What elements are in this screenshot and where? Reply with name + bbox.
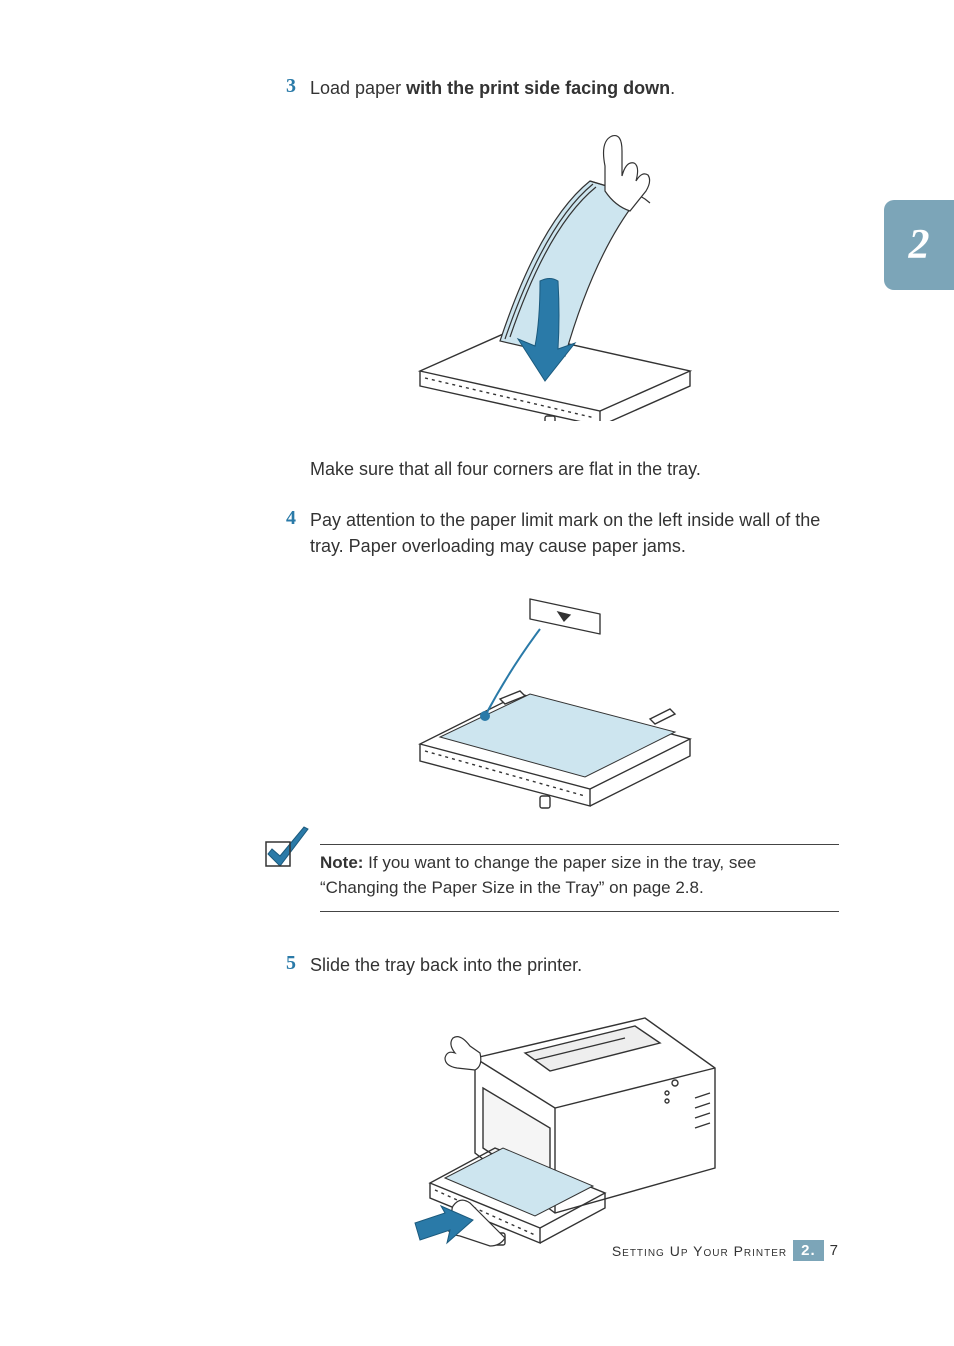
note-block: Note: If you want to change the paper si…	[270, 844, 839, 911]
note-rule-bottom	[320, 911, 839, 912]
step-3: 3 Load paper with the print side facing …	[270, 75, 839, 101]
step-5-number: 5	[270, 952, 310, 975]
figure-paper-limit	[270, 579, 839, 814]
step-5: 5 Slide the tray back into the printer.	[270, 952, 839, 978]
footer-chapter: 2.	[793, 1240, 824, 1261]
step-3-text-before: Load paper	[310, 78, 406, 98]
step-4-text: Pay attention to the paper limit mark on…	[310, 507, 839, 559]
step-3-number: 3	[270, 75, 310, 98]
figure-slide-tray	[270, 998, 839, 1273]
step-4-number: 4	[270, 507, 310, 530]
note-body: If you want to change the paper size in …	[320, 853, 756, 897]
step-4: 4 Pay attention to the paper limit mark …	[270, 507, 839, 559]
step-3-text-after: .	[670, 78, 675, 98]
chapter-tab: 2	[884, 200, 954, 290]
step-3-text: Load paper with the print side facing do…	[310, 75, 839, 101]
note-label: Note:	[320, 853, 363, 872]
note-rule-top	[320, 844, 839, 845]
checkmark-icon	[260, 824, 315, 884]
footer-page-number: 7	[830, 1242, 839, 1259]
step-5-text: Slide the tray back into the printer.	[310, 952, 839, 978]
step-3-text-bold: with the print side facing down	[406, 78, 670, 98]
page-footer: Setting Up Your Printer 2. 7	[612, 1240, 839, 1261]
footer-section-title: Setting Up Your Printer	[612, 1243, 787, 1259]
figure-load-paper	[270, 121, 839, 426]
step-3-followup: Make sure that all four corners are flat…	[310, 456, 839, 482]
note-text: Note: If you want to change the paper si…	[320, 851, 839, 900]
